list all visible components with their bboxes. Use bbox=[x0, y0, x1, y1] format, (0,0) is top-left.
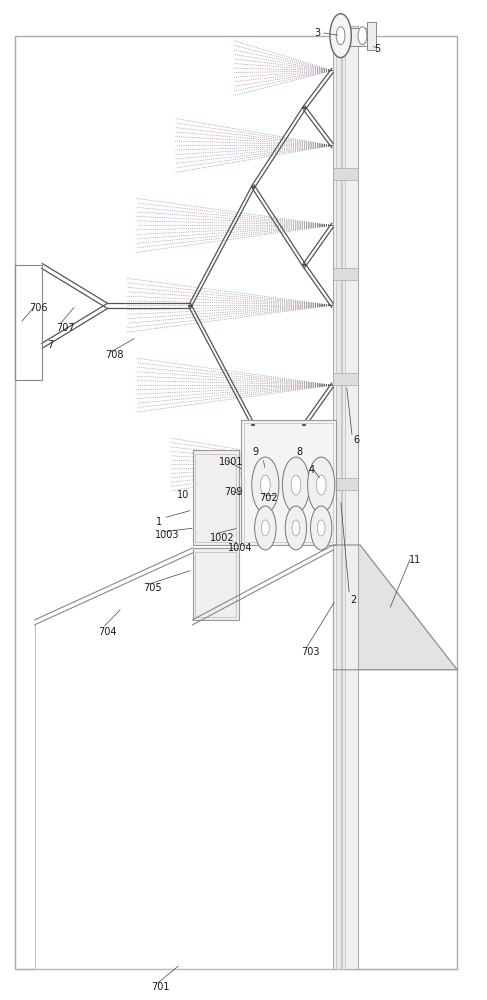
Circle shape bbox=[358, 27, 367, 45]
Text: 3: 3 bbox=[315, 28, 320, 38]
Bar bbox=[15, 265, 42, 380]
Bar bbox=[343, 28, 371, 46]
Text: 1002: 1002 bbox=[209, 533, 234, 543]
Circle shape bbox=[311, 506, 332, 550]
Text: 708: 708 bbox=[105, 350, 124, 360]
Text: 704: 704 bbox=[98, 627, 116, 637]
Bar bbox=[367, 22, 376, 50]
Text: 9: 9 bbox=[253, 447, 259, 457]
Circle shape bbox=[318, 520, 325, 536]
Circle shape bbox=[285, 506, 307, 550]
Bar bbox=[342, 26, 345, 969]
Circle shape bbox=[292, 520, 300, 536]
Text: 701: 701 bbox=[151, 982, 170, 992]
Circle shape bbox=[262, 520, 269, 536]
Text: 10: 10 bbox=[176, 490, 189, 500]
Text: 1004: 1004 bbox=[228, 543, 252, 553]
Text: 707: 707 bbox=[56, 323, 75, 333]
Circle shape bbox=[261, 475, 270, 495]
Text: 1001: 1001 bbox=[219, 457, 244, 467]
Text: 5: 5 bbox=[375, 44, 381, 54]
Bar bbox=[333, 168, 357, 180]
Circle shape bbox=[330, 14, 351, 58]
Circle shape bbox=[317, 475, 326, 495]
Text: 7: 7 bbox=[47, 340, 53, 350]
Text: 705: 705 bbox=[143, 583, 162, 593]
Text: 706: 706 bbox=[29, 303, 47, 313]
Bar bbox=[333, 373, 357, 385]
Text: 4: 4 bbox=[309, 465, 315, 475]
Text: 8: 8 bbox=[296, 447, 302, 457]
Text: 1: 1 bbox=[156, 517, 162, 527]
Text: 11: 11 bbox=[409, 555, 421, 565]
Polygon shape bbox=[333, 545, 457, 670]
Text: 2: 2 bbox=[350, 595, 356, 605]
Circle shape bbox=[252, 457, 279, 513]
Bar bbox=[333, 26, 357, 969]
Circle shape bbox=[336, 27, 345, 45]
Bar bbox=[336, 26, 340, 969]
Bar bbox=[244, 423, 333, 542]
Text: 703: 703 bbox=[301, 647, 319, 657]
Circle shape bbox=[255, 506, 276, 550]
Bar bbox=[333, 268, 357, 280]
Text: 702: 702 bbox=[260, 493, 278, 503]
Text: 709: 709 bbox=[224, 487, 243, 497]
Text: 1003: 1003 bbox=[155, 530, 180, 540]
Bar bbox=[195, 552, 236, 617]
Circle shape bbox=[291, 475, 301, 495]
Bar bbox=[195, 454, 236, 542]
Circle shape bbox=[282, 457, 310, 513]
Bar bbox=[192, 450, 239, 545]
Bar bbox=[333, 478, 357, 490]
Bar bbox=[192, 548, 239, 620]
Circle shape bbox=[308, 457, 335, 513]
Bar bbox=[241, 420, 336, 545]
Text: 6: 6 bbox=[353, 435, 359, 445]
